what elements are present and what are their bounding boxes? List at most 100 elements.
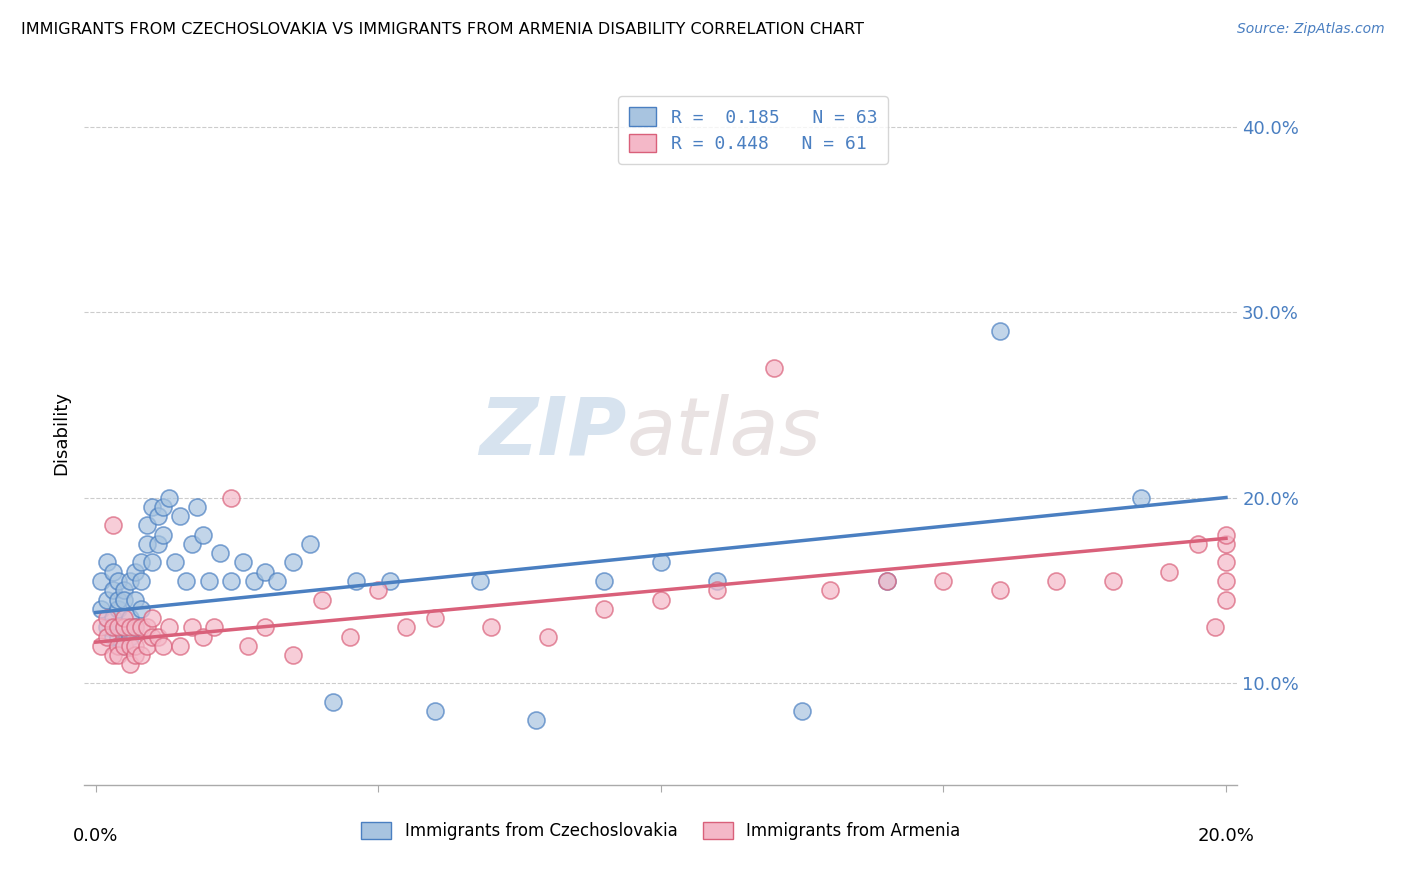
- Point: [876, 574, 898, 588]
- Point: [593, 601, 616, 615]
- Point: [197, 574, 219, 588]
- Point: [378, 574, 401, 588]
- Point: [101, 611, 124, 625]
- Point: [124, 620, 146, 634]
- Point: [124, 620, 146, 634]
- Point: [101, 620, 124, 634]
- Point: [157, 491, 180, 505]
- Text: ZIP: ZIP: [479, 393, 626, 472]
- Point: [118, 639, 141, 653]
- Point: [706, 574, 728, 588]
- Point: [107, 630, 129, 644]
- Point: [129, 601, 152, 615]
- Point: [174, 574, 197, 588]
- Point: [208, 546, 231, 560]
- Point: [311, 592, 333, 607]
- Point: [101, 583, 124, 598]
- Point: [152, 500, 174, 514]
- Point: [112, 583, 135, 598]
- Point: [423, 704, 446, 718]
- Point: [322, 694, 344, 708]
- Point: [180, 620, 202, 634]
- Point: [96, 556, 118, 570]
- Point: [1204, 620, 1226, 634]
- Text: atlas: atlas: [626, 393, 821, 472]
- Point: [152, 639, 174, 653]
- Point: [118, 611, 141, 625]
- Text: IMMIGRANTS FROM CZECHOSLOVAKIA VS IMMIGRANTS FROM ARMENIA DISABILITY CORRELATION: IMMIGRANTS FROM CZECHOSLOVAKIA VS IMMIGR…: [21, 22, 865, 37]
- Point: [96, 620, 118, 634]
- Point: [118, 574, 141, 588]
- Point: [1215, 537, 1237, 551]
- Point: [1045, 574, 1067, 588]
- Point: [344, 574, 367, 588]
- Point: [1215, 592, 1237, 607]
- Point: [202, 620, 225, 634]
- Point: [266, 574, 288, 588]
- Point: [169, 639, 191, 653]
- Point: [1130, 491, 1153, 505]
- Point: [124, 648, 146, 662]
- Point: [1215, 527, 1237, 541]
- Point: [1215, 556, 1237, 570]
- Point: [112, 620, 135, 634]
- Point: [152, 527, 174, 541]
- Point: [124, 639, 146, 653]
- Point: [593, 574, 616, 588]
- Point: [283, 556, 305, 570]
- Point: [1187, 537, 1209, 551]
- Point: [876, 574, 898, 588]
- Point: [191, 527, 214, 541]
- Point: [395, 620, 418, 634]
- Point: [180, 537, 202, 551]
- Point: [129, 574, 152, 588]
- Point: [90, 620, 112, 634]
- Point: [107, 574, 129, 588]
- Point: [790, 704, 813, 718]
- Point: [146, 537, 169, 551]
- Point: [1102, 574, 1125, 588]
- Point: [367, 583, 389, 598]
- Point: [107, 592, 129, 607]
- Point: [129, 620, 152, 634]
- Point: [101, 565, 124, 579]
- Point: [146, 509, 169, 524]
- Text: 0.0%: 0.0%: [73, 827, 118, 845]
- Point: [339, 630, 361, 644]
- Text: Source: ZipAtlas.com: Source: ZipAtlas.com: [1237, 22, 1385, 37]
- Point: [101, 648, 124, 662]
- Point: [107, 648, 129, 662]
- Text: 20.0%: 20.0%: [1198, 827, 1254, 845]
- Point: [169, 509, 191, 524]
- Point: [163, 556, 186, 570]
- Point: [118, 630, 141, 644]
- Point: [762, 360, 785, 375]
- Point: [191, 630, 214, 644]
- Point: [1215, 574, 1237, 588]
- Point: [129, 556, 152, 570]
- Point: [221, 574, 243, 588]
- Point: [135, 620, 157, 634]
- Point: [90, 639, 112, 653]
- Point: [96, 592, 118, 607]
- Point: [124, 592, 146, 607]
- Point: [141, 556, 163, 570]
- Point: [526, 713, 548, 727]
- Point: [107, 639, 129, 653]
- Point: [254, 565, 277, 579]
- Point: [820, 583, 842, 598]
- Point: [988, 583, 1011, 598]
- Point: [135, 639, 157, 653]
- Point: [101, 630, 124, 644]
- Point: [107, 620, 129, 634]
- Point: [283, 648, 305, 662]
- Point: [146, 630, 169, 644]
- Point: [90, 574, 112, 588]
- Point: [112, 592, 135, 607]
- Point: [112, 639, 135, 653]
- Point: [706, 583, 728, 598]
- Point: [112, 620, 135, 634]
- Point: [221, 491, 243, 505]
- Point: [96, 611, 118, 625]
- Point: [243, 574, 266, 588]
